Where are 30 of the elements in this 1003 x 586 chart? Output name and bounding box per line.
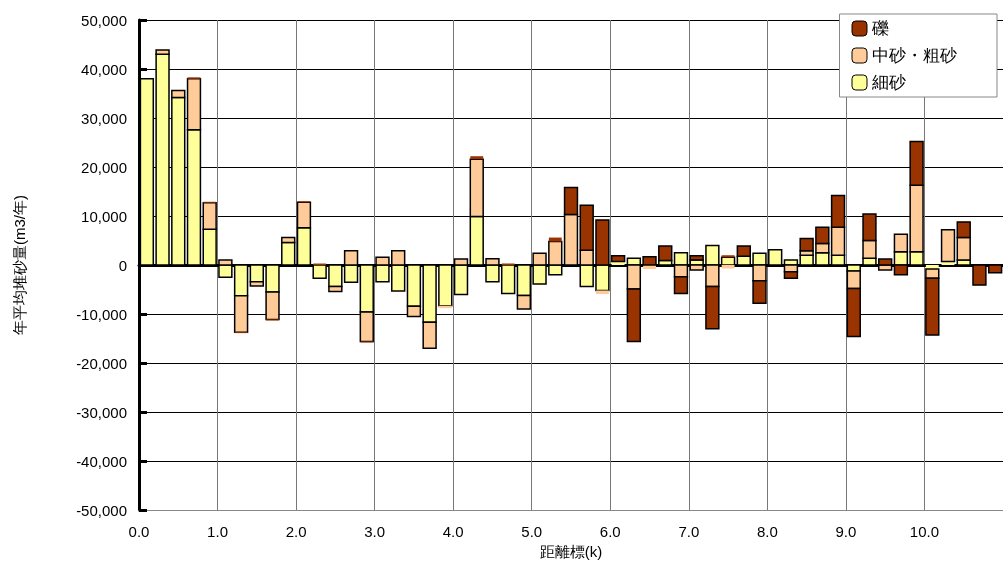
x-tick-label: 4.0 — [442, 523, 464, 540]
x-tick-label: 1.0 — [207, 523, 228, 540]
y-tick-label: 40,000 — [81, 60, 127, 78]
y-tick-label: 0 — [118, 256, 127, 274]
legend-label: 細砂 — [871, 73, 906, 92]
y-axis-title: 年平均堆砂量(m3/年) — [11, 195, 28, 335]
legend-label: 中砂・粗砂 — [872, 46, 957, 65]
x-tick-label: 7.0 — [678, 523, 700, 540]
x-tick-label: 10.0 — [909, 523, 940, 540]
y-tick-label: -40,000 — [76, 452, 127, 470]
x-tick-label: 9.0 — [835, 523, 857, 540]
x-tick-label: 2.0 — [285, 523, 307, 540]
y-tick-label: -30,000 — [76, 403, 127, 421]
x-tick-label: 0.0 — [128, 523, 150, 540]
bar — [470, 156, 484, 160]
y-tick-label: -10,000 — [76, 305, 127, 323]
y-tick-label: 30,000 — [81, 109, 127, 127]
y-tick-label: -20,000 — [76, 354, 127, 372]
legend-label: 礫 — [871, 19, 889, 38]
y-tick-label: 50,000 — [81, 11, 127, 29]
x-tick-label: 6.0 — [599, 523, 621, 540]
x-tick-label: 8.0 — [756, 523, 778, 540]
y-tick-label: 10,000 — [81, 207, 127, 225]
bar — [940, 228, 956, 263]
y-tick-label: -50,000 — [76, 501, 127, 519]
x-tick-label: 5.0 — [521, 523, 543, 540]
bar — [595, 290, 609, 294]
y-tick-label: 20,000 — [81, 158, 127, 176]
x-axis-title: 距離標(k) — [539, 543, 603, 560]
x-tick-label: 3.0 — [364, 523, 386, 540]
